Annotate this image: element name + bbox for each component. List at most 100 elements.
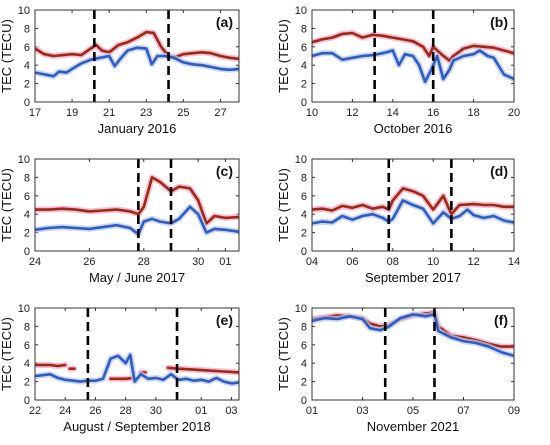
series-2-band [312, 311, 514, 359]
x-tick-label: 06 [346, 256, 358, 268]
y-tick-label: 0 [301, 97, 307, 109]
x-tick-label: 17 [29, 107, 41, 119]
x-tick-label: 08 [387, 256, 399, 268]
series-2-line [312, 199, 514, 225]
y-tick-label: 0 [301, 395, 307, 407]
series-2-line [35, 353, 239, 385]
y-axis-label: TEC (TECU) [0, 168, 14, 242]
x-tick-label: 14 [508, 256, 520, 268]
y-tick-label: 2 [24, 79, 30, 91]
series-1-line [312, 187, 514, 216]
y-tick-label: 0 [24, 246, 30, 258]
x-tick-label: 22 [29, 405, 41, 417]
x-tick-label: 24 [29, 256, 41, 268]
x-tick-label: 03 [225, 405, 237, 417]
x-tick-label: 20 [508, 107, 520, 119]
x-tick-label: 12 [346, 107, 358, 119]
panel-label: (d) [490, 163, 508, 179]
axes-frame [311, 307, 515, 401]
y-tick-label: 8 [24, 321, 30, 333]
x-tick-label: 30 [192, 256, 204, 268]
x-tick-label: 09 [508, 405, 520, 417]
plot-area [35, 10, 239, 102]
x-tick-label: 18 [467, 107, 479, 119]
y-tick-label: 4 [24, 60, 30, 72]
axes-frame [34, 158, 240, 252]
y-tick-label: 0 [24, 395, 30, 407]
x-tick-label: 26 [83, 256, 95, 268]
plot-area [35, 159, 239, 251]
panel-label: (b) [490, 14, 508, 30]
y-tick-label: 0 [24, 97, 30, 109]
y-axis-label: TEC (TECU) [276, 168, 291, 242]
y-tick-label: 6 [24, 340, 30, 352]
panel-label: (f) [494, 312, 508, 328]
x-tick-label: 23 [140, 107, 152, 119]
y-axis-label: TEC (TECU) [0, 19, 14, 93]
y-tick-label: 6 [301, 191, 307, 203]
x-axis-label: September 2017 [365, 270, 461, 285]
y-tick-label: 2 [24, 377, 30, 389]
x-tick-label: 30 [150, 405, 162, 417]
x-axis-label: May / June 2017 [89, 270, 185, 285]
y-tick-label: 4 [301, 209, 307, 221]
y-tick-label: 6 [301, 42, 307, 54]
series-2-line [35, 205, 239, 236]
y-tick-label: 8 [24, 23, 30, 35]
series-1-line [35, 30, 239, 61]
y-tick-label: 6 [301, 340, 307, 352]
panel-5: 0 2 4 6 8 10 01 03 05 07 09 (f) November 2021 TEC (TE… [276, 303, 520, 434]
x-tick-label: 16 [427, 107, 439, 119]
series-1-line [109, 376, 135, 381]
y-axis-label: TEC (TECU) [276, 19, 291, 93]
axes-frame [34, 9, 240, 103]
x-tick-label: 10 [427, 256, 439, 268]
axes-frame [311, 158, 515, 252]
y-tick-label: 10 [295, 154, 307, 166]
panel-label: (a) [216, 14, 233, 30]
y-tick-label: 2 [301, 377, 307, 389]
series-1-line [35, 176, 239, 225]
series-1-band [35, 174, 239, 227]
panel-3: 0 2 4 6 8 10 04 06 08 10 12 14 (d) September 2017 TEC … [276, 154, 520, 285]
x-tick-label: 01 [219, 256, 231, 268]
series-1-line [35, 363, 67, 368]
x-tick-label: 24 [59, 405, 71, 417]
y-tick-label: 0 [301, 246, 307, 258]
series-2-line [312, 313, 514, 358]
x-axis-label: October 2016 [374, 121, 453, 136]
x-axis-label: January 2016 [98, 121, 177, 136]
axes-frame [311, 9, 515, 103]
plot-area [35, 308, 239, 400]
x-tick-label: 26 [89, 405, 101, 417]
y-tick-label: 4 [301, 60, 307, 72]
x-tick-label: 01 [195, 405, 207, 417]
y-tick-label: 6 [24, 42, 30, 54]
series-2-line [312, 49, 514, 84]
y-tick-label: 10 [295, 303, 307, 315]
panel-0: 0 2 4 6 8 10 17 19 21 23 25 27 (a) January 2016 TEC (T… [0, 5, 240, 136]
y-tick-label: 10 [295, 5, 307, 17]
x-tick-label: 21 [103, 107, 115, 119]
y-tick-label: 6 [24, 191, 30, 203]
y-tick-label: 8 [301, 23, 307, 35]
x-axis-label: November 2021 [367, 419, 460, 434]
plot-area [312, 10, 514, 102]
x-tick-label: 28 [138, 256, 150, 268]
y-axis-label: TEC (TECU) [276, 317, 291, 391]
panel-1: 0 2 4 6 8 10 10 12 14 16 18 20 (b) October 2016 TEC (T… [276, 5, 520, 136]
panel-label: (c) [216, 163, 233, 179]
y-tick-label: 2 [301, 79, 307, 91]
x-tick-label: 25 [177, 107, 189, 119]
y-tick-label: 4 [301, 358, 307, 370]
panel-label: (e) [216, 312, 233, 328]
y-tick-label: 10 [18, 303, 30, 315]
x-tick-label: 28 [120, 405, 132, 417]
x-tick-label: 12 [467, 256, 479, 268]
axes-frame [34, 307, 240, 401]
x-tick-label: 05 [407, 405, 419, 417]
y-tick-label: 2 [301, 228, 307, 240]
y-tick-label: 4 [24, 209, 30, 221]
